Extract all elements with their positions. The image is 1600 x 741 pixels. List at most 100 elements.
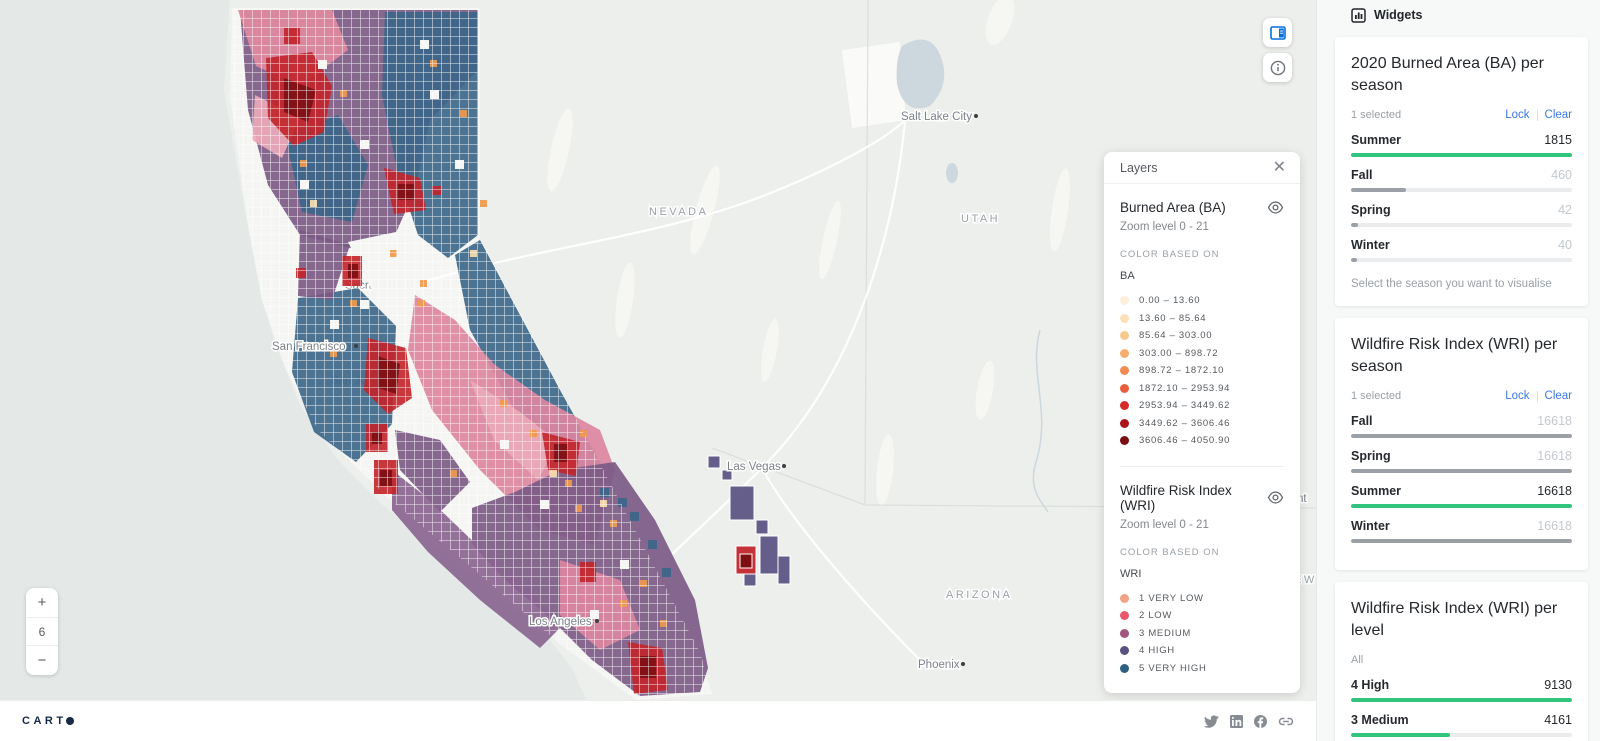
bar-label: Fall [1351,414,1373,428]
legend-swatch [1120,348,1129,358]
selection-count: 1 selected [1351,390,1402,402]
bar-label: Spring [1351,449,1391,463]
widget-wri-per-level: Wildfire Risk Index (WRI) per level All … [1335,582,1588,741]
legend-item: 3 MEDIUM [1120,625,1284,643]
bar-row-4-high[interactable]: 4 High 9130 [1351,678,1572,702]
bar-value: 1815 [1544,133,1572,147]
bar-track [1351,504,1572,508]
legend-item: 3606.46 – 4050.90 [1120,432,1284,450]
bar-row-winter[interactable]: Winter 16618 [1351,519,1572,543]
bar-value: 16618 [1537,519,1572,533]
map-canvas[interactable]: Sacramento San Jose [0,0,1316,741]
clear-button[interactable]: Clear [1544,390,1572,402]
bar-label: 4 High [1351,678,1390,692]
bar-fill [1351,469,1572,473]
bar-label: 3 Medium [1351,713,1409,727]
bar-row-fall[interactable]: Fall 16618 [1351,414,1572,438]
legend-label: 13.60 – 85.64 [1139,312,1207,324]
legend-item: 0.00 – 13.60 [1120,292,1284,310]
legend-swatch [1120,383,1129,393]
legend-swatch [1120,628,1129,638]
zoom-in-button[interactable]: + [37,594,47,611]
widget-footer-note: Select the season you want to visualise [1351,278,1552,290]
facebook-icon[interactable] [1254,714,1267,728]
selection-count: 1 selected [1351,109,1402,121]
widgets-icon [1351,7,1366,23]
close-icon[interactable]: ✕ [1272,158,1286,176]
nevada-wri-cluster[interactable] [707,455,791,587]
carto-logo-dot [65,717,74,725]
divider [1536,390,1538,402]
bar-row-fall[interactable]: Fall 460 [1351,168,1572,192]
layer-visibility-toggle[interactable] [1267,201,1284,214]
info-icon [1270,60,1285,75]
legend-item: 303.00 – 898.72 [1120,345,1284,363]
zoom-out-button[interactable]: − [37,652,47,669]
lock-button[interactable]: Lock [1505,109,1530,121]
copy-link-icon[interactable] [1278,715,1294,728]
bar-value: 16618 [1537,449,1572,463]
layer-attribute: WRI [1120,567,1142,580]
legend-label: 0.00 – 13.60 [1139,295,1201,307]
state-label-arizona: ARIZONA [946,589,1012,601]
bar-row-summer[interactable]: Summer 16618 [1351,484,1572,508]
bar-fill [1351,733,1451,737]
wri-legend: 1 VERY LOW 2 LOW 3 MEDIUM 4 HIGH 5 VERY … [1120,590,1284,678]
toggle-side-panel-button[interactable] [1263,18,1292,47]
city-label-las-vegas: Las Vegas [727,461,781,473]
linkedin-icon[interactable] [1230,714,1243,728]
bar-track [1351,153,1572,157]
bar-value: 16618 [1537,484,1572,498]
city-marker-dots [354,114,978,666]
bar-fill [1351,153,1572,157]
legend-label: 303.00 – 898.72 [1139,347,1219,359]
city-label-phoenix: Phoenix [918,659,960,671]
widget-title: Wildfire Risk Index (WRI) per level [1351,600,1558,639]
widget-title: Wildfire Risk Index (WRI) per season [1351,336,1558,375]
bar-row-spring[interactable]: Spring 42 [1351,203,1572,227]
state-label-nevada: NEVADA [649,206,708,218]
legend-item: 1872.10 – 2953.94 [1120,380,1284,398]
legend-swatch [1120,313,1129,323]
legend-swatch [1120,663,1129,673]
layer-name: Wildfire Risk Index (WRI) [1120,482,1232,513]
zoom-control: + 6 − [26,588,58,675]
legend-swatch [1120,436,1129,446]
bar-label: Winter [1351,519,1390,533]
legend-swatch [1120,418,1129,428]
bar-row-winter[interactable]: Winter 40 [1351,238,1572,262]
zoom-level-indicator: 6 [26,617,58,646]
bar-track [1351,188,1572,192]
bar-label: Fall [1351,168,1373,182]
clear-button[interactable]: Clear [1544,109,1572,121]
legend-label: 3606.46 – 4050.90 [1139,435,1231,447]
bar-row-summer[interactable]: Summer 1815 [1351,133,1572,157]
legend-label: 898.72 – 1872.10 [1139,365,1225,377]
bar-track [1351,258,1572,262]
divider [1536,109,1538,121]
lock-button[interactable]: Lock [1505,390,1530,402]
twitter-icon[interactable] [1204,714,1219,728]
bar-track [1351,223,1572,227]
bar-fill [1351,504,1572,508]
legend-label: 2953.94 – 3449.62 [1139,400,1231,412]
bar-row-spring[interactable]: Spring 16618 [1351,449,1572,473]
legend-swatch [1120,593,1129,603]
side-panel-icon [1269,25,1286,40]
legend-label: 3449.62 – 3606.46 [1139,417,1231,429]
bar-label: Summer [1351,133,1402,147]
bar-value: 4161 [1544,713,1572,727]
bar-row-3-medium[interactable]: 3 Medium 4161 [1351,713,1572,737]
city-label-san-francisco: San Francisco [272,341,346,353]
layers-panel-header: Layers ✕ [1104,152,1300,184]
bar-value: 460 [1551,168,1572,182]
layer-visibility-toggle[interactable] [1267,491,1284,504]
state-label-utah: UTAH [961,213,1000,225]
widgets-title: Widgets [1374,8,1423,22]
widget-cards: 2020 Burned Area (BA) per season 1 selec… [1317,30,1600,741]
legend-swatch [1120,366,1129,376]
info-button[interactable] [1263,53,1292,82]
carto-logo-text: CART [22,715,67,727]
carto-logo[interactable]: CART [22,715,74,727]
